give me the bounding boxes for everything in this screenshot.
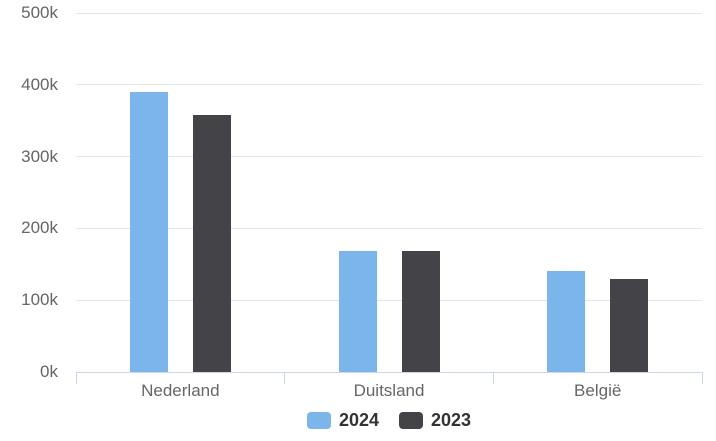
x-axis-tick (701, 372, 703, 384)
bar-2023-belgië[interactable] (610, 278, 649, 372)
bar-2023-duitsland[interactable] (401, 251, 440, 372)
x-axis-category-label: Nederland (141, 381, 220, 400)
legend-symbol-icon (399, 411, 423, 429)
legend-item-label: 2023 (431, 410, 472, 430)
x-axis-labels: Nederland Duitsland België (76, 381, 702, 401)
x-axis-line (76, 371, 702, 373)
y-axis-tick-label: 300k (21, 146, 58, 166)
x-axis-tick (75, 372, 77, 384)
y-axis-tick-label: 100k (21, 290, 58, 310)
gridline (76, 156, 702, 158)
y-axis-tick-label: 200k (21, 218, 58, 238)
legend-symbol-icon (306, 411, 331, 429)
gridline (76, 299, 702, 301)
gridline (76, 227, 702, 229)
bar-2024-duitsland[interactable] (338, 251, 377, 372)
legend-item-2023[interactable]: 2023 (399, 410, 471, 430)
plot-area (76, 12, 702, 373)
x-axis-category-label: België (574, 381, 622, 400)
legend: 2024 2023 (76, 407, 702, 433)
x-axis-tick (492, 372, 494, 384)
x-axis-tick (284, 372, 286, 384)
y-axis-tick-label: 400k (21, 74, 58, 94)
bar-2024-nederland[interactable] (129, 91, 168, 372)
x-axis-category-label: Duitsland (353, 381, 425, 400)
bar-2024-belgië[interactable] (547, 271, 586, 372)
gridline (76, 12, 702, 14)
legend-item-label: 2024 (338, 410, 379, 430)
bar-2023-nederland[interactable] (192, 114, 231, 372)
y-axis-tick-label: 0k (40, 362, 58, 381)
legend-item-2024[interactable]: 2024 (306, 410, 379, 430)
y-axis-tick-label: 500k (21, 3, 58, 22)
gridline (76, 84, 702, 86)
